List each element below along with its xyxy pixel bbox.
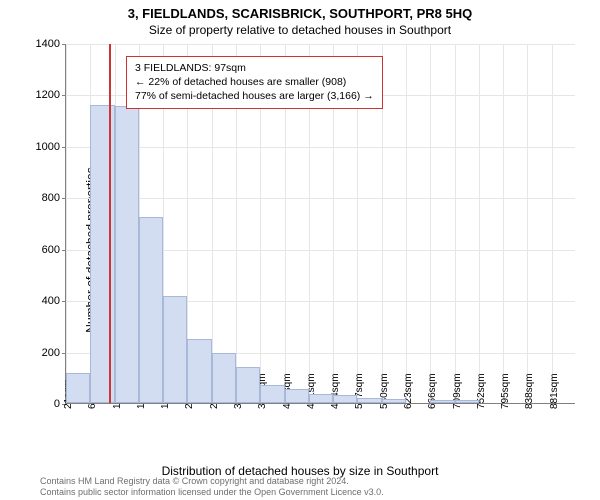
x-tick: 623sqm — [403, 373, 414, 409]
histogram-bar — [187, 339, 211, 403]
histogram-bar — [66, 373, 90, 403]
histogram-bar — [455, 400, 479, 403]
histogram-bar — [139, 217, 163, 403]
chart-container: 3, FIELDLANDS, SCARISBRICK, SOUTHPORT, P… — [0, 0, 600, 500]
gridline-v — [406, 44, 407, 403]
footer-line-2: Contains public sector information licen… — [40, 487, 590, 498]
gridline-v — [552, 44, 553, 403]
histogram-bar — [212, 353, 236, 403]
plot-inner: 020040060080010001200140021sqm64sqm107sq… — [65, 44, 575, 404]
gridline-v — [527, 44, 528, 403]
histogram-bar — [357, 398, 381, 403]
gridline-v — [430, 44, 431, 403]
x-tick: 537sqm — [354, 373, 365, 409]
y-tick: 1200 — [36, 89, 66, 101]
x-tick: 709sqm — [452, 373, 463, 409]
gridline-h — [66, 147, 575, 148]
property-marker-line — [109, 44, 111, 403]
gridline-h — [66, 44, 575, 45]
marker-annotation: 3 FIELDLANDS: 97sqm ← 22% of detached ho… — [126, 56, 383, 109]
gridline-h — [66, 198, 575, 199]
histogram-bar — [309, 394, 333, 403]
x-tick: 580sqm — [379, 373, 390, 409]
annotation-line-3: 77% of semi-detached houses are larger (… — [135, 89, 374, 103]
y-tick: 1400 — [36, 38, 66, 50]
annotation-line-2: ← 22% of detached houses are smaller (90… — [135, 75, 374, 89]
histogram-bar — [163, 296, 187, 403]
footer-line-1: Contains HM Land Registry data © Crown c… — [40, 476, 590, 487]
y-tick: 600 — [42, 244, 66, 256]
histogram-bar — [260, 385, 284, 403]
x-tick: 881sqm — [549, 373, 560, 409]
x-tick: 795sqm — [500, 373, 511, 409]
histogram-bar — [430, 400, 454, 403]
gridline-v — [503, 44, 504, 403]
chart-subtitle: Size of property relative to detached ho… — [0, 21, 600, 37]
plot-area: 020040060080010001200140021sqm64sqm107sq… — [65, 44, 575, 404]
x-tick: 666sqm — [427, 373, 438, 409]
histogram-bar — [115, 106, 139, 403]
y-tick: 1000 — [36, 141, 66, 153]
gridline-v — [455, 44, 456, 403]
histogram-bar — [236, 367, 260, 403]
y-tick: 400 — [42, 295, 66, 307]
histogram-bar — [382, 399, 406, 403]
gridline-v — [479, 44, 480, 403]
footer-attribution: Contains HM Land Registry data © Crown c… — [40, 476, 590, 499]
y-tick: 200 — [42, 347, 66, 359]
histogram-bar — [333, 395, 357, 403]
histogram-bar — [285, 389, 309, 403]
x-tick: 838sqm — [524, 373, 535, 409]
gridline-v — [66, 44, 67, 403]
annotation-line-1: 3 FIELDLANDS: 97sqm — [135, 61, 374, 75]
x-tick: 494sqm — [330, 373, 341, 409]
chart-title: 3, FIELDLANDS, SCARISBRICK, SOUTHPORT, P… — [0, 0, 600, 21]
y-tick: 800 — [42, 192, 66, 204]
x-tick: 752sqm — [476, 373, 487, 409]
